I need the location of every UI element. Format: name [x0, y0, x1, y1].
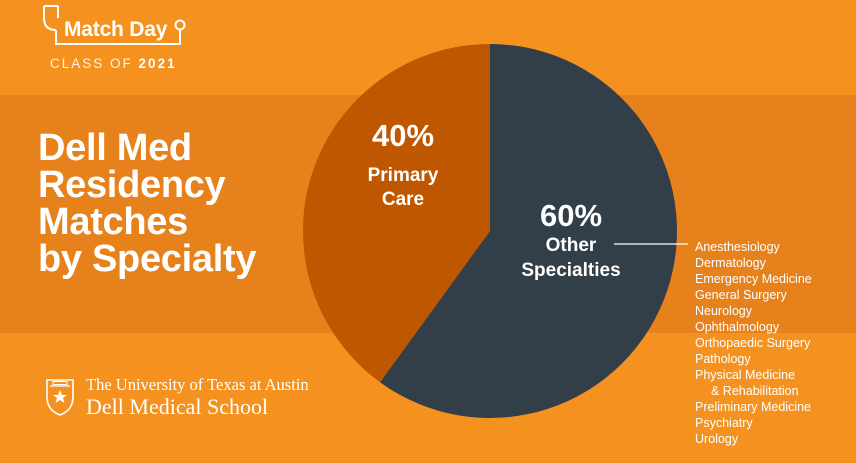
specialties-list: Anesthesiology Dermatology Emergency Med… — [695, 239, 812, 447]
slice-name-label: Specialties — [521, 260, 620, 281]
school-name: Dell Medical School — [86, 394, 269, 419]
slice-name-label: Other — [546, 235, 597, 256]
list-item: Urology — [695, 432, 739, 446]
list-item: Orthopaedic Surgery — [695, 336, 811, 350]
university-name: The University of Texas at Austin — [86, 375, 309, 394]
list-item: Dermatology — [695, 256, 766, 270]
list-item: & Rehabilitation — [711, 384, 799, 398]
list-item: Neurology — [695, 304, 752, 318]
institution-logo: The University of Texas at Austin Dell M… — [44, 375, 324, 425]
title-line: Dell Med — [38, 127, 192, 169]
list-item: Emergency Medicine — [695, 272, 812, 286]
event-title: Match Day — [64, 18, 168, 41]
title-line: Matches — [38, 201, 188, 243]
stethoscope-icon — [43, 5, 186, 45]
class-year-label: CLASS OF 2021 — [50, 56, 177, 71]
slice-name-label: Primary — [368, 165, 439, 186]
pie-slice-primary-care — [302, 44, 490, 383]
slice-value-label: 60% — [540, 198, 602, 233]
list-item: Physical Medicine — [695, 368, 796, 382]
university-seal-icon — [46, 379, 74, 416]
slice-value-label: 40% — [372, 118, 434, 153]
list-item: Pathology — [695, 352, 751, 366]
list-item: Ophthalmology — [695, 320, 780, 334]
slice-name-label: Care — [382, 189, 424, 210]
match-day-logo: Match Day CLASS OF 2021 — [36, 4, 206, 76]
list-item: Preliminary Medicine — [695, 400, 812, 414]
list-item: General Surgery — [695, 288, 787, 302]
title-line: Residency — [38, 164, 226, 206]
list-item: Psychiatry — [695, 416, 753, 430]
page-title: Dell Med Residency Matches by Specialty — [38, 127, 338, 280]
list-item: Anesthesiology — [695, 240, 780, 254]
pie-slice-other-specialties — [380, 44, 677, 418]
title-line: by Specialty — [38, 238, 257, 280]
